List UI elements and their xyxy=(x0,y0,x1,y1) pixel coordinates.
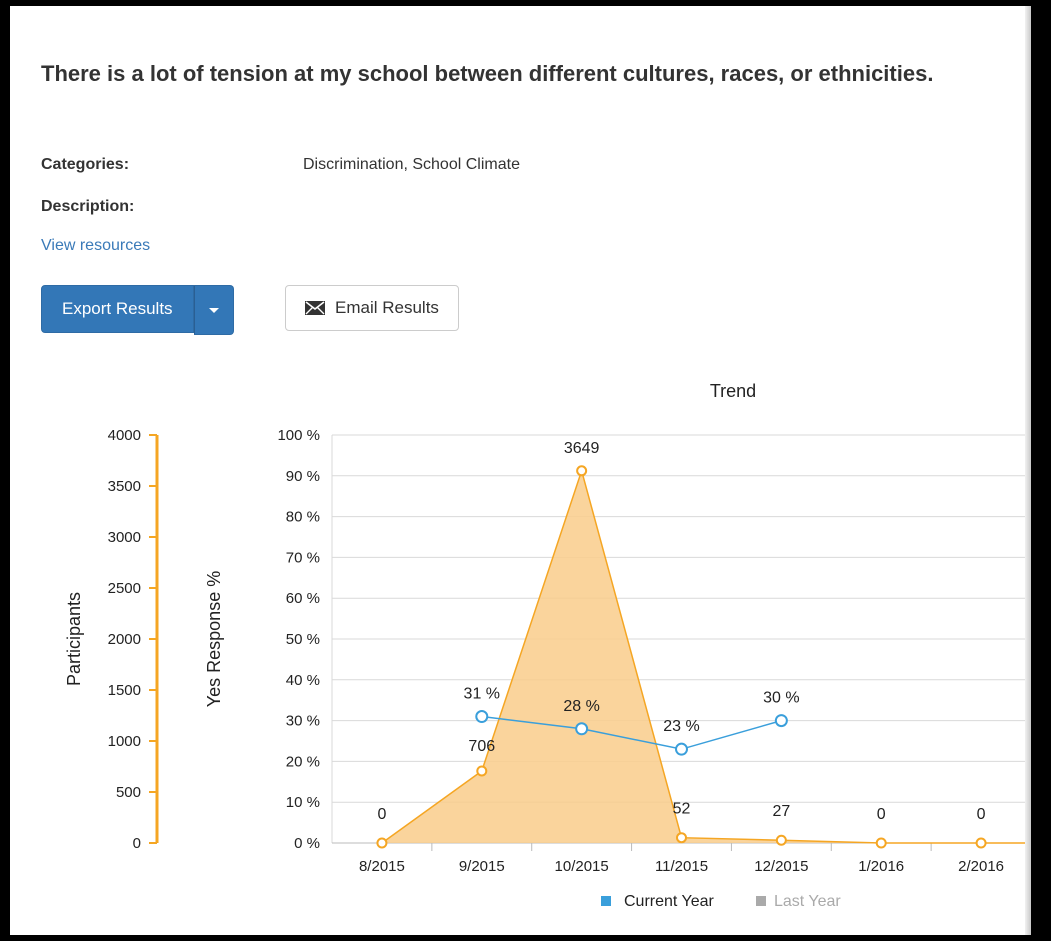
survey-question-panel: There is a lot of tension at my school b… xyxy=(10,6,1031,935)
y-left-tick-label: 2000 xyxy=(108,631,141,648)
y-left-axis-title: Participants xyxy=(64,592,84,686)
current-year-line xyxy=(481,715,782,750)
participants-point xyxy=(476,765,488,777)
current-year-point xyxy=(475,710,489,724)
legend-swatch-current-year xyxy=(601,896,611,906)
x-tick-label: 9/2015 xyxy=(459,858,505,875)
categories-label: Categories: xyxy=(41,156,130,173)
view-resources-link[interactable]: View resources xyxy=(41,237,151,254)
participants-data-label: 0 xyxy=(977,806,986,823)
participants-area xyxy=(381,470,1031,843)
y-right-tick-label: 50 % xyxy=(286,631,320,648)
y-right-axis-title: Yes Response % xyxy=(204,571,224,707)
legend-label-last-year: Last Year xyxy=(774,893,841,910)
participants-data-label: 0 xyxy=(377,806,386,823)
participants-point xyxy=(376,837,388,849)
y-right-tick-label: 10 % xyxy=(286,794,320,811)
x-tick-label: 10/2015 xyxy=(555,858,609,875)
export-dropdown-toggle[interactable] xyxy=(193,285,234,335)
y-right-tick-label: 100 % xyxy=(277,427,320,444)
caret-down-icon xyxy=(208,307,219,313)
trend-chart: Trend 0 500 1000 1500 2000 2500 3000 3500 4000 0… xyxy=(64,381,1031,910)
participants-point xyxy=(975,837,987,849)
email-results-button[interactable]: Email Results xyxy=(285,285,459,331)
participants-data-label: 52 xyxy=(673,801,691,818)
participants-data-label: 27 xyxy=(772,803,790,820)
categories-value: Discrimination, School Climate xyxy=(303,156,520,173)
participants-data-label: 706 xyxy=(468,738,495,755)
question-title: There is a lot of tension at my school b… xyxy=(41,61,934,86)
x-tick-label: 11/2015 xyxy=(655,858,708,875)
x-tick-label: 8/2015 xyxy=(359,858,405,875)
current-year-data-label: 23 % xyxy=(663,718,699,735)
y-right-tick-label: 40 % xyxy=(286,672,320,689)
export-results-button[interactable]: Export Results xyxy=(41,285,194,333)
y-right-tick-label: 90 % xyxy=(286,468,320,485)
x-tick-label: 2/2016 xyxy=(958,858,1004,875)
current-year-point xyxy=(675,742,688,756)
participants-point xyxy=(576,465,588,477)
y-right-tick-label: 0 % xyxy=(294,835,320,852)
current-year-data-label: 31 % xyxy=(464,686,500,703)
y-right-tick-label: 60 % xyxy=(286,590,320,607)
y-left-tick-label: 2500 xyxy=(108,580,141,597)
y-left-tick-label: 500 xyxy=(116,784,141,801)
legend-swatch-last-year xyxy=(756,896,766,906)
y-left-tick-label: 3000 xyxy=(108,529,141,546)
description-label: Description: xyxy=(41,198,135,215)
export-button-group: Export Results xyxy=(41,285,234,335)
participants-line xyxy=(381,468,1031,844)
y-left-tick-label: 1000 xyxy=(108,733,141,750)
envelope-icon xyxy=(305,301,325,315)
current-year-data-label: 28 % xyxy=(563,698,599,715)
y-left-tick-label: 3500 xyxy=(108,478,141,495)
participants-data-label: 3649 xyxy=(564,440,600,457)
y-right-tick-label: 70 % xyxy=(286,549,320,566)
x-tick-label: 1/2016 xyxy=(858,858,904,875)
email-results-label: Email Results xyxy=(335,298,439,317)
participants-data-label: 0 xyxy=(877,806,886,823)
y-right-tick-label: 30 % xyxy=(286,713,320,730)
y-right-tick-label: 20 % xyxy=(286,753,320,770)
y-left-tick-label: 0 xyxy=(133,835,141,852)
y-left-tick-label: 1500 xyxy=(108,682,141,699)
legend-label-current-year: Current Year xyxy=(624,893,715,910)
participants-point xyxy=(775,834,787,846)
current-year-data-label: 30 % xyxy=(763,690,799,707)
participants-point xyxy=(676,832,687,844)
current-year-point xyxy=(774,714,788,728)
chart-title: Trend xyxy=(710,381,756,401)
current-year-point xyxy=(575,722,589,736)
participants-point xyxy=(875,837,887,849)
y-right-tick-label: 80 % xyxy=(286,509,320,526)
y-left-tick-label: 4000 xyxy=(108,427,141,444)
x-tick-label: 12/2015 xyxy=(754,858,808,875)
